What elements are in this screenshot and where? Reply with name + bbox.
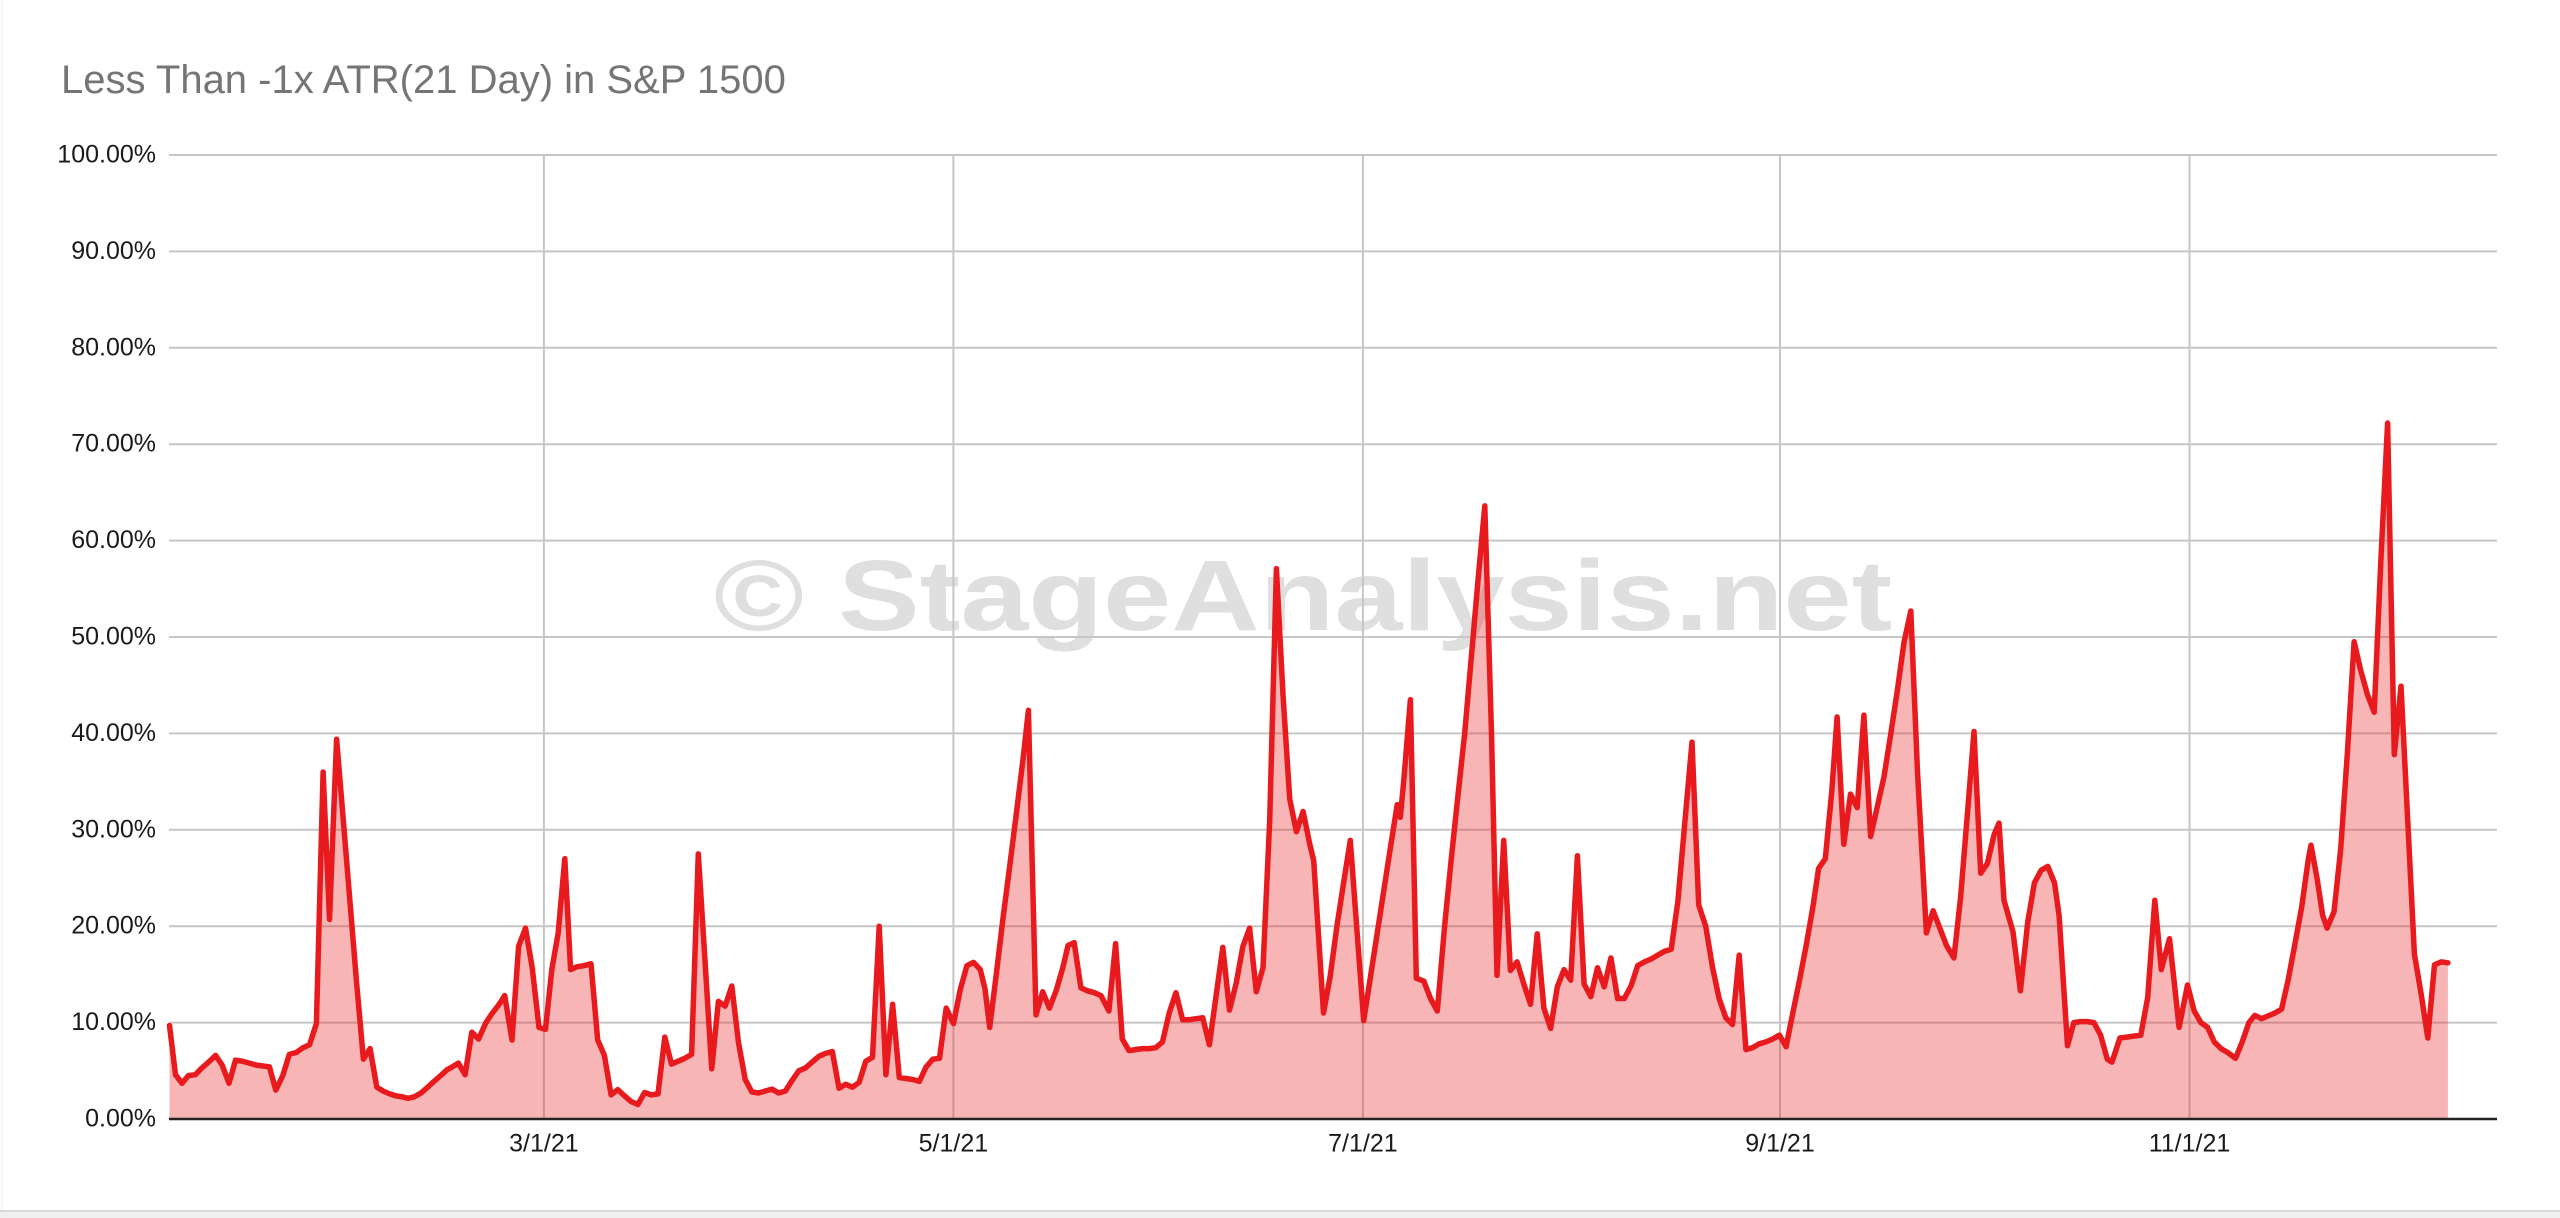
svg-text:20.00%: 20.00%	[71, 912, 156, 940]
svg-text:60.00%: 60.00%	[71, 526, 156, 554]
svg-text:100.00%: 100.00%	[57, 141, 156, 169]
svg-text:© StageAnalysis.net: © StageAnalysis.net	[714, 540, 1892, 652]
svg-text:30.00%: 30.00%	[71, 815, 156, 843]
svg-text:7/1/21: 7/1/21	[1328, 1130, 1398, 1158]
svg-text:Less Than -1x ATR(21 Day) in S: Less Than -1x ATR(21 Day) in S&P 1500	[61, 58, 786, 102]
svg-text:80.00%: 80.00%	[71, 333, 156, 361]
svg-text:40.00%: 40.00%	[71, 719, 156, 747]
svg-text:70.00%: 70.00%	[71, 430, 156, 458]
svg-text:11/1/21: 11/1/21	[2149, 1130, 2231, 1158]
svg-text:3/1/21: 3/1/21	[509, 1130, 579, 1158]
svg-text:5/1/21: 5/1/21	[919, 1130, 989, 1158]
svg-text:90.00%: 90.00%	[71, 237, 156, 265]
svg-text:50.00%: 50.00%	[71, 623, 156, 651]
svg-text:10.00%: 10.00%	[71, 1008, 156, 1036]
svg-text:9/1/21: 9/1/21	[1745, 1130, 1815, 1158]
svg-text:0.00%: 0.00%	[85, 1105, 156, 1133]
